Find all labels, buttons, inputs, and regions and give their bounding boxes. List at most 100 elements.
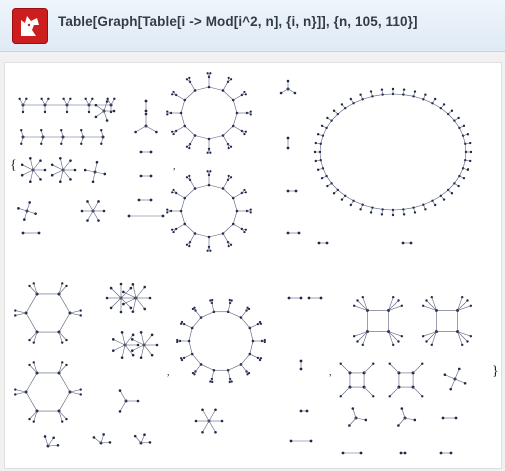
- graph-vertex: [79, 309, 82, 312]
- graph-vertex: [317, 241, 321, 245]
- graph-vertex: [421, 335, 425, 338]
- graph-vertex: [286, 146, 290, 150]
- graph-vertex: [401, 241, 405, 245]
- graph-vertex: [94, 115, 98, 119]
- graph-vertex: [69, 178, 72, 181]
- graph-vertex: [172, 132, 175, 136]
- graph-vertex: [171, 191, 174, 194]
- star-graph-component: [50, 157, 77, 183]
- graph-edge: [189, 81, 196, 91]
- wolfram-logo-icon[interactable]: [12, 8, 48, 44]
- graph-edge: [180, 210, 186, 225]
- graph-vertex: [119, 282, 123, 286]
- graph-vertex: [313, 150, 317, 154]
- graph-edge: [143, 334, 153, 346]
- graph-vertex: [466, 168, 470, 171]
- star-graph-component: [83, 160, 107, 184]
- graph-vertex: [143, 433, 146, 437]
- star-graph-component: [348, 407, 368, 427]
- graph-vertex: [62, 97, 65, 101]
- graph-vertex: [351, 407, 355, 410]
- graph-edge: [191, 353, 202, 365]
- graph-edge: [382, 209, 394, 211]
- graph-vertex: [297, 231, 301, 235]
- graph-edge: [440, 107, 449, 115]
- graph-vertex: [463, 381, 467, 385]
- graph-edge: [326, 120, 332, 129]
- graph-vertex: [248, 326, 252, 330]
- graph-vertex: [185, 243, 189, 246]
- graph-edge: [345, 102, 354, 109]
- graph-vertex: [209, 72, 212, 75]
- graph-vertex: [341, 451, 345, 455]
- graph-edge: [184, 223, 196, 234]
- graph-vertex: [214, 408, 217, 412]
- graph-edge: [457, 300, 468, 311]
- graph-edge: [195, 364, 202, 372]
- graph-vertex: [105, 119, 109, 122]
- graph-vertex: [92, 436, 96, 439]
- graph-vertex: [65, 363, 68, 367]
- graph-edge: [388, 297, 394, 311]
- graph-vertex: [84, 97, 87, 101]
- graph-vertex: [83, 168, 87, 172]
- graph-vertex: [34, 212, 37, 215]
- graph-edge: [58, 364, 67, 374]
- graph-edge: [58, 283, 63, 295]
- graph-edge: [440, 189, 449, 197]
- graph-vertex: [136, 399, 140, 403]
- graph-vertex: [248, 307, 251, 311]
- graph-vertex: [127, 214, 131, 218]
- graph-vertex: [102, 209, 106, 213]
- graph-edge: [58, 362, 63, 374]
- graph-vertex: [430, 295, 433, 299]
- separator-comma: }: [492, 364, 499, 379]
- graph-edge: [222, 188, 234, 199]
- graph-vertex: [332, 109, 336, 112]
- graph-vertex: [392, 343, 395, 347]
- graph-edge: [464, 151, 467, 161]
- graph-vertex: [461, 167, 465, 170]
- graph-edge: [459, 127, 464, 136]
- edge-pair-component: [286, 136, 290, 150]
- graph-edge: [18, 208, 28, 212]
- graph-vertex: [172, 230, 175, 234]
- graph-vertex: [289, 439, 293, 443]
- graph-edge: [188, 340, 193, 355]
- graph-edge: [184, 188, 196, 199]
- star-graph-component: [130, 331, 159, 359]
- cycle-graph-component: [176, 298, 266, 384]
- graph-edge: [124, 344, 134, 356]
- graph-edge: [29, 364, 38, 374]
- graph-edge: [362, 331, 368, 345]
- graph-vertex: [206, 151, 209, 154]
- graph-vertex: [134, 130, 137, 134]
- graph-vertex: [172, 188, 175, 192]
- graph-edge: [202, 420, 210, 433]
- graph-vertex: [28, 417, 31, 421]
- graph-edge: [119, 390, 127, 402]
- graph-vertex: [120, 331, 124, 334]
- graph-vertex: [47, 97, 50, 101]
- query-input-text[interactable]: Table[Graph[Table[i -> Mod[i^2, n], {i, …: [58, 14, 418, 29]
- chain-graph-component: [20, 129, 105, 145]
- graph-edge: [326, 175, 332, 184]
- graph-vertex: [32, 420, 35, 423]
- graph-edge: [232, 112, 238, 127]
- graph-edge: [132, 344, 145, 351]
- graph-edge: [29, 410, 38, 420]
- graph-edge: [457, 331, 471, 337]
- graph-edge: [22, 164, 34, 171]
- graph-vertex: [191, 307, 194, 311]
- graph-edge: [194, 86, 210, 91]
- graph-vertex: [139, 174, 143, 178]
- graph-vertex: [413, 418, 417, 422]
- graph-edge: [249, 353, 259, 359]
- graph-edge: [123, 291, 137, 299]
- graph-vertex: [450, 109, 454, 112]
- graph-edge: [103, 101, 108, 112]
- graph-vertex: [442, 198, 446, 201]
- graph-vertex: [14, 393, 17, 396]
- graph-vertex: [131, 310, 135, 313]
- graph-vertex: [339, 395, 342, 398]
